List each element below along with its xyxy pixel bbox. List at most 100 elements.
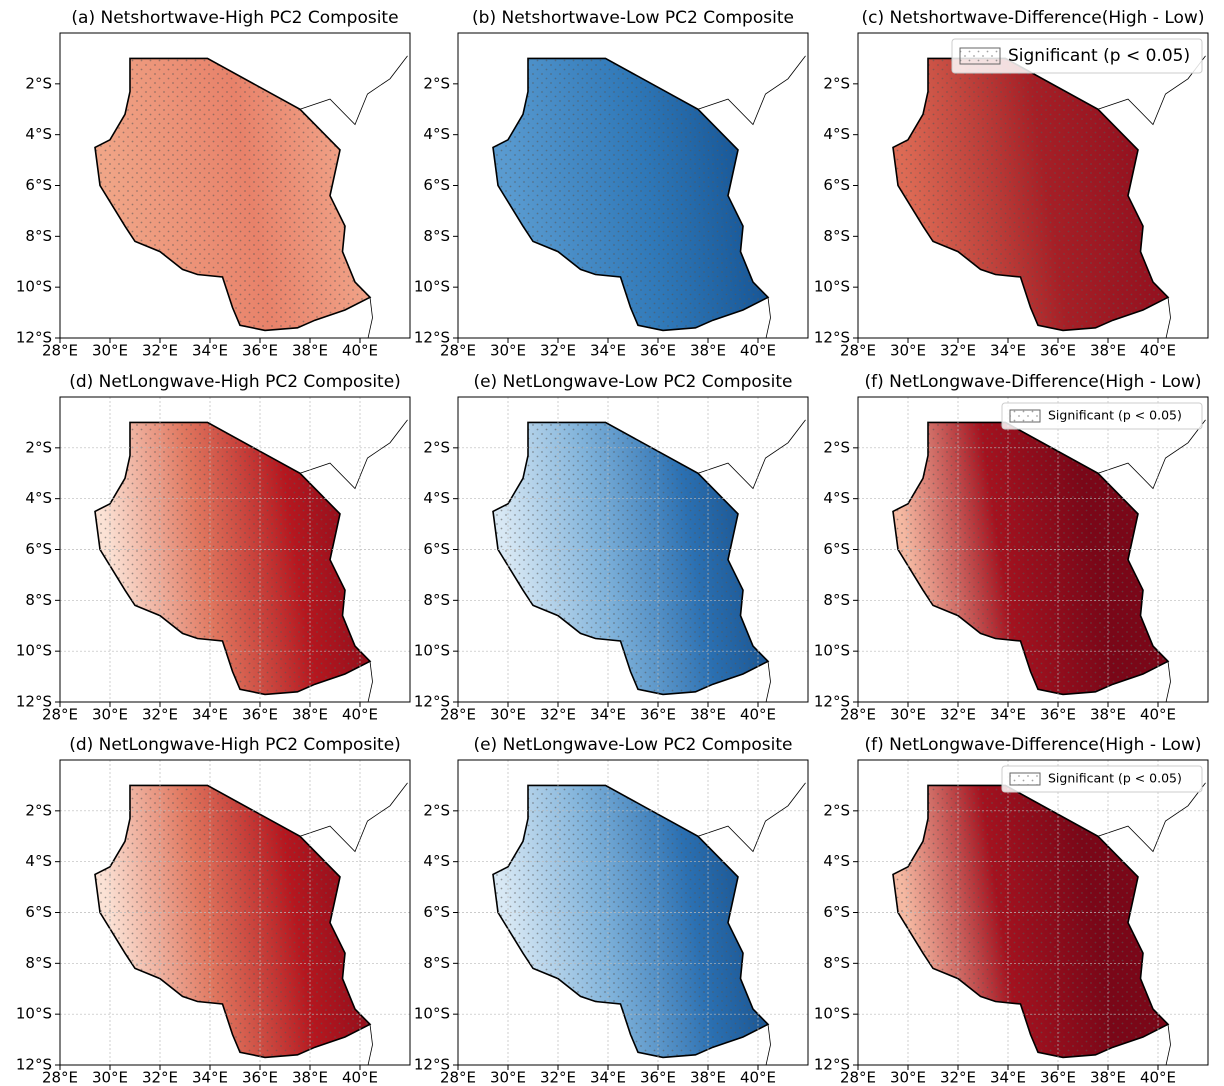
y-tick-label: 2°S	[823, 438, 850, 456]
country-border	[492, 784, 770, 1059]
x-tick-label: 40°E	[342, 1069, 378, 1086]
y-tick-label: 4°S	[25, 852, 52, 870]
country-border	[94, 57, 372, 332]
x-tick-label: 40°E	[740, 706, 776, 724]
significance-hatch	[493, 785, 768, 1058]
y-tick-label: 12°S	[414, 1056, 450, 1074]
x-tick-label: 30°E	[490, 342, 526, 360]
significance-hatch	[95, 422, 370, 695]
x-tick-label: 34°E	[990, 1069, 1026, 1086]
x-tick-label: 40°E	[1140, 706, 1176, 724]
x-tick-label: 28°E	[840, 1069, 876, 1086]
y-tick-label: 6°S	[823, 176, 850, 194]
y-tick-label: 6°S	[823, 903, 850, 921]
legend-label: Significant (p < 0.05)	[1048, 771, 1182, 786]
coastline	[1097, 419, 1206, 490]
map-panel: (d) NetLongwave-High PC2 Composite) 28°E 3…	[16, 372, 411, 724]
x-tick-label: 36°E	[640, 706, 676, 724]
x-tick-label: 38°E	[690, 706, 726, 724]
panel-title: (f) NetLongwave-Difference(High - Low)	[864, 372, 1201, 392]
axes-frame	[59, 32, 411, 339]
x-tick-label: 36°E	[1040, 1069, 1076, 1086]
x-tick-label: 36°E	[242, 706, 278, 724]
axes-frame	[857, 32, 1209, 339]
significance-hatch	[95, 58, 370, 331]
significance-hatch	[493, 422, 768, 695]
y-tick-label: 10°S	[16, 278, 52, 296]
y-tick-label: 2°S	[25, 438, 52, 456]
x-tick-label: 30°E	[890, 342, 926, 360]
x-tick-label: 34°E	[192, 706, 228, 724]
x-tick-label: 32°E	[540, 342, 576, 360]
y-tick-label: 2°S	[823, 74, 850, 92]
y-tick-label: 2°S	[25, 74, 52, 92]
coastline	[367, 297, 373, 338]
significance-hatch	[893, 58, 1168, 331]
x-tick-label: 30°E	[92, 342, 128, 360]
axes-frame	[457, 32, 809, 339]
y-tick-label: 8°S	[25, 227, 52, 245]
map-panel: (a) Netshortwave-High PC2 Composite 28°E 3…	[16, 8, 411, 360]
axes-frame	[59, 396, 411, 703]
map-panel: (e) NetLongwave-Low PC2 Composite 28°E 30°…	[414, 372, 809, 724]
y-tick-label: 6°S	[823, 540, 850, 558]
x-tick-label: 30°E	[890, 706, 926, 724]
y-tick-label: 10°S	[814, 642, 850, 660]
y-tick-label: 8°S	[823, 227, 850, 245]
y-tick-label: 10°S	[16, 642, 52, 660]
coastline	[765, 1024, 771, 1065]
y-tick-label: 8°S	[25, 954, 52, 972]
coastline	[697, 419, 806, 490]
y-tick-label: 4°S	[823, 852, 850, 870]
y-tick-label: 6°S	[25, 903, 52, 921]
panel-title: (f) NetLongwave-Difference(High - Low)	[864, 735, 1201, 755]
x-tick-label: 34°E	[590, 1069, 626, 1086]
y-tick-label: 12°S	[16, 1056, 52, 1074]
y-tick-label: 12°S	[814, 329, 850, 347]
y-tick-label: 8°S	[823, 591, 850, 609]
y-tick-label: 10°S	[414, 642, 450, 660]
map-area	[892, 55, 1206, 338]
y-tick-label: 2°S	[823, 801, 850, 819]
significance-hatch	[95, 785, 370, 1058]
legend-box	[951, 38, 1203, 74]
country-border	[492, 421, 770, 696]
legend-swatch	[959, 47, 1001, 65]
coastline	[765, 661, 771, 702]
coastline	[299, 782, 408, 853]
significance-hatch	[893, 422, 1168, 695]
x-tick-label: 34°E	[990, 342, 1026, 360]
y-tick-label: 10°S	[414, 278, 450, 296]
axes-frame	[857, 396, 1209, 703]
x-tick-label: 28°E	[42, 1069, 78, 1086]
x-tick-label: 32°E	[142, 1069, 178, 1086]
x-tick-label: 38°E	[1090, 1069, 1126, 1086]
x-tick-label: 40°E	[740, 1069, 776, 1086]
x-tick-label: 32°E	[940, 342, 976, 360]
legend-box	[1001, 402, 1203, 430]
map-panel: (c) Netshortwave-Difference(High - Low) 2…	[814, 8, 1209, 360]
y-tick-label: 4°S	[25, 125, 52, 143]
x-tick-label: 36°E	[1040, 342, 1076, 360]
x-tick-label: 36°E	[640, 1069, 676, 1086]
x-tick-label: 40°E	[342, 706, 378, 724]
x-tick-label: 36°E	[640, 342, 676, 360]
y-tick-label: 8°S	[25, 591, 52, 609]
x-tick-label: 32°E	[940, 706, 976, 724]
panel-title: (a) Netshortwave-High PC2 Composite	[71, 8, 398, 28]
x-tick-label: 30°E	[490, 706, 526, 724]
legend-box	[1001, 765, 1203, 793]
y-tick-label: 8°S	[423, 227, 450, 245]
legend-swatch	[1009, 772, 1041, 786]
map-area	[858, 397, 1208, 702]
x-tick-label: 32°E	[142, 342, 178, 360]
map-panel: (e) NetLongwave-Low PC2 Composite 28°E 30°…	[414, 735, 809, 1086]
y-tick-label: 4°S	[823, 125, 850, 143]
map-area	[492, 55, 806, 338]
x-tick-label: 40°E	[342, 342, 378, 360]
y-tick-label: 6°S	[423, 540, 450, 558]
country-border	[892, 784, 1170, 1059]
significance-hatch	[893, 785, 1168, 1058]
x-tick-label: 34°E	[192, 1069, 228, 1086]
x-tick-label: 38°E	[292, 1069, 328, 1086]
